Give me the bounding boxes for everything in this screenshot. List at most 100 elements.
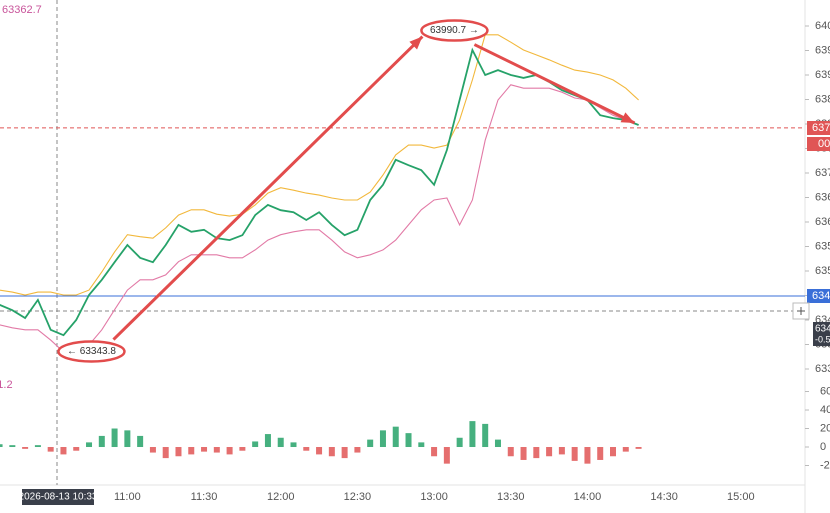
x-tick-label: 14:30 [650,491,678,503]
price-tag: 637 [812,122,830,134]
x-tick-label: 13:30 [497,491,525,503]
macd-bar [47,447,54,452]
macd-bar [0,444,3,448]
y-tick-label: 64000 [815,20,830,32]
macd-bar [622,447,629,452]
macd-bar [34,445,41,448]
price-tag-box [813,322,830,346]
macd-bar [162,447,169,459]
trend-arrow [112,35,424,341]
x-tick-label: 13:00 [420,491,448,503]
annotation-ellipse [420,19,489,42]
macd-bar [201,447,208,452]
macd-bar [610,447,616,457]
y2-tick-label: -20 [820,459,830,471]
plus-icon [797,307,805,315]
arrow-head [620,112,635,123]
y-tick-label: 63850 [815,93,830,105]
price-tag: -0.5 [815,334,830,344]
macd-bar [392,426,399,448]
annotation-label: 63990.7 → [430,25,479,36]
crosshair-time-box [22,489,94,505]
header-value: 63362.7 [2,4,42,16]
macd-bar [264,434,271,448]
macd-side-label: 11.2 [0,379,13,391]
macd-bar [405,433,412,448]
macd-bar [290,442,297,448]
y-tick-label: 63950 [815,44,830,56]
arrow-head [409,36,423,50]
x-tick-label: 14:00 [574,491,602,503]
macd-bar [277,437,284,448]
macd-bar [316,447,323,455]
y-tick-label: 63500 [815,265,830,277]
macd-bar [520,447,527,460]
annotation-ellipse [57,340,126,363]
macd-bar [252,441,259,448]
x-tick-label: 12:30 [344,491,372,503]
macd-bar [188,447,195,455]
macd-bar [9,445,16,448]
trend-arrow [473,43,636,125]
macd-bar [533,447,540,459]
y2-tick-label: 0 [820,441,826,453]
macd-bar [341,447,348,459]
macd-bar [571,447,578,461]
macd-bar [597,447,604,460]
price-tag-box [807,137,830,151]
macd-bar [635,447,642,449]
macd-bar [328,447,335,457]
macd-bar [558,447,565,455]
y-tick-label: 63300 [815,363,830,375]
macd-bar [124,430,131,448]
price-line [0,47,639,337]
y-tick-label: 63600 [815,216,830,228]
macd-bar [431,447,438,457]
macd-bar [469,421,476,448]
annotation-label: ← 63343.8 [67,346,116,357]
macd-bar [367,439,374,448]
macd-bar [149,447,156,453]
y2-tick-label: 60 [820,385,830,397]
macd-bar [584,447,591,464]
x-tick-label: 12:00 [267,491,295,503]
macd-bar [60,447,67,455]
crosshair-time: 2026-08-13 10:33 [19,492,98,503]
macd-bar [507,447,514,457]
macd-bar [213,447,220,453]
price-tag-box [807,289,830,303]
y2-tick-label: 40 [820,404,830,416]
band-line [0,34,639,296]
macd-bar [73,447,80,451]
macd-bar [494,439,501,448]
band-line [0,84,639,353]
price-tag: 00 [818,138,830,150]
x-tick-label: 11:00 [114,491,141,503]
macd-bar [379,430,386,448]
price-tag: 634 [815,324,830,335]
macd-bar [303,447,310,451]
macd-bar [354,447,361,453]
macd-bar [418,442,425,448]
macd-bar [546,447,553,457]
x-tick-label: 15:00 [727,491,755,503]
y-tick-label: 63550 [815,240,830,252]
y-tick-label: 63900 [815,69,830,81]
macd-bar [482,423,489,448]
x-tick-label: 11:30 [191,491,218,503]
price-tags: 637 00 634 634 -0.5 [792,121,830,346]
macd-bar [456,437,463,448]
macd-bar [86,442,93,448]
macd-bar [443,447,450,464]
y2-tick-label: 20 [820,422,830,434]
macd-bar [111,428,118,448]
macd-bar [137,435,144,448]
price-tag: 634 [812,290,830,302]
y-tick-label: 63650 [815,191,830,203]
price-tag-box [807,121,830,135]
macd-bar [98,435,105,448]
macd-bar [239,447,246,451]
